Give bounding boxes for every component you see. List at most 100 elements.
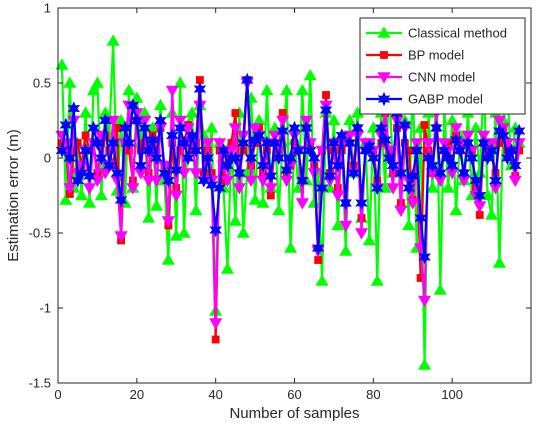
data-point (86, 83, 100, 96)
legend-item: GABP model (366, 92, 483, 107)
data-point (489, 173, 502, 188)
data-point (196, 76, 204, 84)
data-point (433, 283, 447, 295)
data-point (394, 205, 408, 218)
data-point (217, 143, 230, 158)
data-point (355, 195, 368, 211)
data-point (122, 135, 136, 151)
data-point (67, 101, 81, 116)
data-point (228, 214, 242, 226)
data-point (134, 158, 148, 173)
data-point (278, 109, 287, 117)
data-point (335, 128, 349, 143)
data-point (477, 135, 490, 151)
data-point (248, 193, 262, 205)
data-point (201, 138, 215, 150)
data-point (284, 241, 298, 253)
data-point (414, 210, 427, 226)
x-tick-label: 20 (130, 387, 144, 402)
data-point (331, 190, 345, 203)
data-point (256, 196, 270, 208)
data-point (469, 121, 483, 133)
data-point (465, 150, 479, 166)
data-point (161, 253, 175, 265)
data-point (83, 183, 97, 195)
data-point (343, 113, 357, 126)
data-point (95, 150, 108, 166)
x-tick-label: 80 (366, 387, 380, 402)
y-tick-label: 1 (44, 1, 51, 16)
data-point (185, 128, 199, 143)
data-point (319, 102, 333, 118)
legend: Classical method BP model CNN model GABP mo… (359, 17, 526, 115)
data-point (150, 199, 164, 211)
data-point (268, 135, 282, 151)
data-point (386, 158, 400, 173)
data-point (150, 150, 163, 166)
x-tick-label: 0 (54, 387, 61, 402)
data-point (211, 335, 220, 344)
data-point (323, 168, 337, 184)
data-point (169, 162, 183, 178)
data-point (59, 117, 73, 133)
data-point (276, 123, 289, 139)
data-point (173, 120, 187, 136)
data-point (240, 72, 254, 88)
data-point (102, 158, 116, 173)
data-point (461, 135, 475, 151)
data-point (505, 143, 518, 158)
data-point (236, 135, 250, 151)
data-point (126, 183, 140, 195)
data-point (418, 358, 432, 370)
data-point (233, 165, 246, 181)
data-point (402, 218, 416, 231)
data-point (165, 85, 179, 98)
data-point (193, 81, 207, 97)
data-point (425, 181, 439, 193)
data-point (492, 256, 506, 268)
legend-marker (380, 51, 388, 59)
data-point (185, 106, 199, 118)
data-point (276, 115, 290, 128)
data-point (426, 158, 439, 173)
data-point (209, 222, 222, 238)
legend-label: CNN model (408, 70, 475, 85)
x-tick-label: 60 (287, 387, 301, 402)
data-point (284, 150, 297, 166)
data-point (311, 240, 325, 256)
data-point (75, 188, 89, 201)
data-point (114, 231, 128, 243)
data-point (449, 203, 463, 216)
data-point (244, 150, 258, 166)
data-point (177, 135, 191, 151)
data-point (280, 162, 293, 178)
data-point (177, 226, 191, 238)
data-point (327, 113, 341, 126)
data-point (418, 295, 432, 308)
data-point (205, 121, 219, 133)
data-point (213, 180, 226, 196)
data-point (153, 98, 167, 111)
data-point (189, 203, 203, 216)
data-point (173, 76, 187, 88)
data-point (370, 180, 384, 196)
data-point (63, 76, 77, 88)
data-point (367, 150, 380, 166)
axis-layer: 0 20 40 60 80 100 -1.5 -1 -0.5 0 0.5 1 (29, 1, 531, 402)
data-point (177, 168, 191, 180)
data-point (434, 165, 447, 181)
data-point (248, 123, 262, 135)
legend-label: GABP model (408, 92, 483, 107)
data-point (252, 128, 266, 143)
data-point (90, 76, 104, 88)
data-point (508, 175, 522, 188)
data-point (473, 188, 487, 203)
data-point (300, 120, 313, 136)
data-point (331, 158, 345, 173)
data-point (386, 183, 400, 195)
data-point (264, 168, 278, 184)
legend-item: BP model (366, 48, 464, 63)
data-point (272, 150, 286, 166)
data-point (205, 177, 219, 193)
data-point (260, 135, 274, 151)
